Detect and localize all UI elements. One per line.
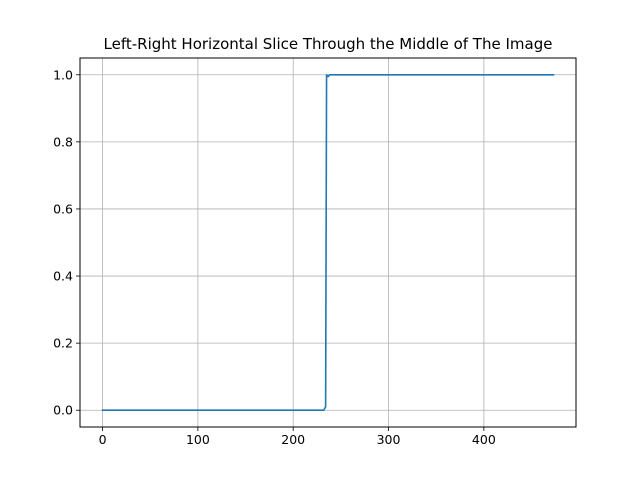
y-tick-label: 0.4 <box>53 269 73 284</box>
x-tick-label: 0 <box>99 432 107 447</box>
y-tick-label: 0.2 <box>53 336 73 351</box>
y-tick-label: 0.6 <box>53 201 73 216</box>
series-layer <box>101 73 555 412</box>
series-line <box>101 73 555 412</box>
plot-frame <box>79 57 577 428</box>
y-tick-label: 0.8 <box>53 134 73 149</box>
y-tick-label: 1.0 <box>53 67 73 82</box>
chart-title: Left-Right Horizontal Slice Through the … <box>104 35 553 53</box>
x-tick-label: 400 <box>472 432 496 447</box>
axes-layer <box>79 57 577 428</box>
ticks-layer: 0 100 200 300 400 0.0 0.2 0.4 0.6 0.8 1.0 <box>53 67 496 447</box>
x-tick-label: 300 <box>377 432 401 447</box>
x-tick-label: 200 <box>281 432 305 447</box>
y-tick-label: 0.0 <box>53 403 73 418</box>
x-tick-label: 100 <box>186 432 210 447</box>
